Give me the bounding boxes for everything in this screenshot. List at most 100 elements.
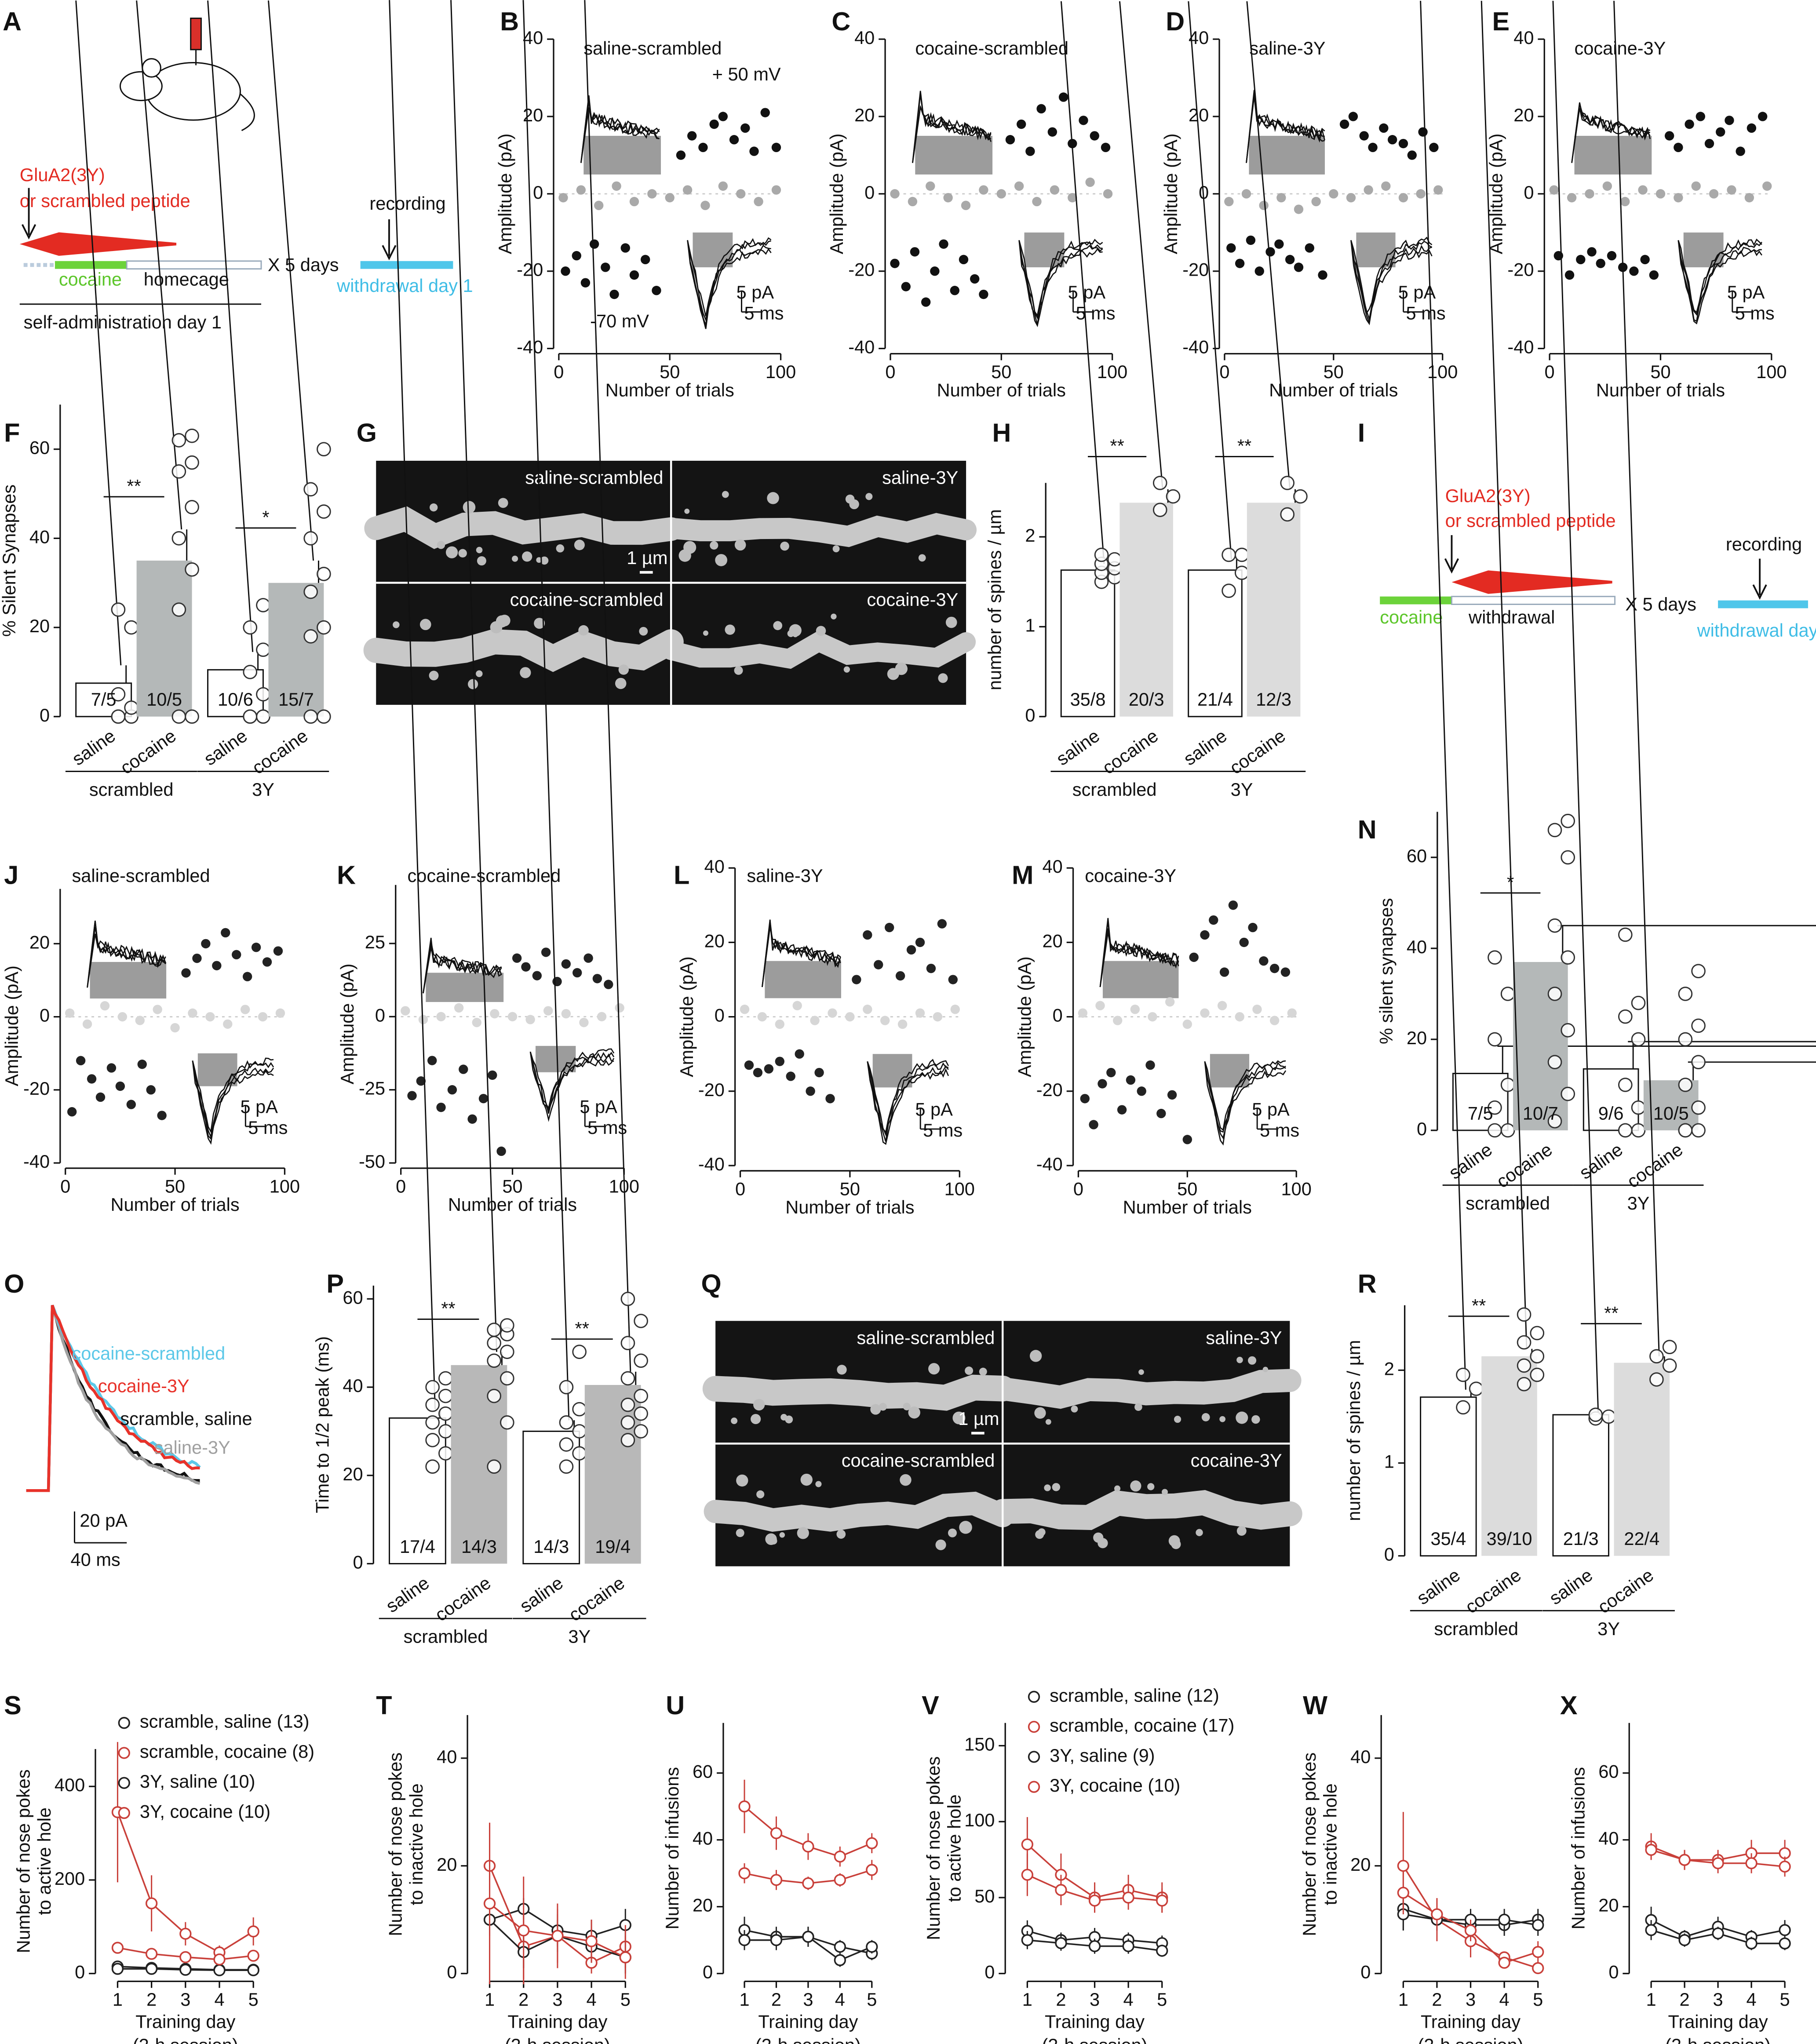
dendrite bbox=[364, 506, 683, 549]
annotation: + 50 mV bbox=[712, 64, 781, 84]
spine bbox=[710, 541, 718, 550]
y-tick-label: 40 bbox=[1043, 856, 1063, 877]
point bbox=[583, 953, 593, 963]
point bbox=[1068, 193, 1077, 203]
dendrite bbox=[661, 630, 976, 669]
trace-black bbox=[529, 1051, 615, 1122]
x-tick-label: 0 bbox=[554, 361, 564, 382]
point bbox=[1106, 1068, 1116, 1078]
arrow bbox=[22, 188, 36, 240]
point bbox=[1228, 900, 1238, 910]
panel-letter: L bbox=[674, 860, 689, 890]
y-tick-label: -40 bbox=[1036, 1154, 1063, 1174]
point bbox=[1152, 503, 1167, 517]
point bbox=[427, 1056, 437, 1065]
trace-gray bbox=[1210, 1054, 1250, 1088]
point bbox=[1032, 197, 1042, 207]
spine bbox=[1236, 1526, 1247, 1536]
x-tick-label: 0 bbox=[60, 1176, 70, 1197]
y-tick-label: 20 bbox=[854, 105, 875, 125]
error-bar bbox=[75, 0, 127, 683]
spine bbox=[1052, 1483, 1061, 1491]
bar bbox=[522, 1430, 580, 1564]
y-tick-label: 0 bbox=[703, 1962, 713, 1982]
spine bbox=[1038, 1528, 1046, 1536]
point bbox=[1005, 135, 1015, 145]
y-tick-label: 400 bbox=[55, 1774, 85, 1795]
traces: cocaine-scrambled cocaine-3Y scramble, sal… bbox=[26, 1304, 252, 1570]
peptide: or scrambled peptide bbox=[1445, 510, 1616, 531]
point bbox=[275, 1008, 285, 1018]
point bbox=[1293, 489, 1308, 504]
spine bbox=[1219, 1416, 1226, 1422]
point bbox=[243, 709, 258, 724]
point bbox=[814, 1068, 824, 1078]
y-tick-label: 40 bbox=[693, 1828, 713, 1849]
point bbox=[1618, 1123, 1633, 1138]
point bbox=[436, 1102, 446, 1112]
marker bbox=[619, 1951, 631, 1964]
point bbox=[1678, 1123, 1693, 1138]
y-tick-label: 40 bbox=[854, 27, 875, 48]
chart: -40 -20 0 20 40 0 50 100 Amplitude (pA) Number of… bbox=[1485, 27, 1787, 401]
spine bbox=[615, 678, 627, 689]
point bbox=[1182, 1019, 1192, 1029]
spine bbox=[1034, 1407, 1046, 1419]
point bbox=[915, 937, 925, 947]
spine bbox=[703, 630, 708, 636]
y-axis-label: Amplitude (pA) bbox=[676, 956, 697, 1077]
point bbox=[487, 1353, 501, 1368]
marker bbox=[1678, 1934, 1691, 1946]
point bbox=[597, 1012, 607, 1021]
x-tick-label: 3 bbox=[1090, 1989, 1100, 2010]
marker bbox=[1532, 1919, 1544, 1931]
marker bbox=[551, 1930, 564, 1942]
trace-black bbox=[762, 925, 841, 987]
scale-label: 5 pA bbox=[580, 1096, 617, 1117]
point bbox=[1265, 247, 1275, 257]
x-tick-label: 1 bbox=[113, 1989, 123, 2010]
x-axis-label: Training day bbox=[507, 2011, 607, 2032]
chart: 0 200 400 1 2 3 4 5 Number of nose pokes to activ… bbox=[13, 1711, 314, 2044]
significance: ** bbox=[1604, 1303, 1618, 1323]
y-tick-label: 0 bbox=[1199, 182, 1209, 203]
spine bbox=[959, 1521, 972, 1534]
point bbox=[1103, 189, 1113, 199]
chart: 0 20 40 60 1 2 3 4 5 Number of infusions Training … bbox=[662, 1723, 878, 2044]
y-axis-label: Amplitude (pA) bbox=[337, 964, 357, 1085]
x-tick-label: 50 bbox=[840, 1178, 860, 1199]
point bbox=[572, 251, 581, 261]
point bbox=[242, 972, 252, 981]
point bbox=[572, 1424, 587, 1439]
point bbox=[1500, 987, 1515, 1001]
y-tick-label: 40 bbox=[1407, 936, 1427, 957]
point bbox=[1094, 547, 1109, 562]
point bbox=[1691, 1018, 1706, 1033]
spine bbox=[780, 541, 789, 551]
marker bbox=[247, 1949, 259, 1962]
scale-label: 20 pA bbox=[80, 1510, 128, 1531]
error-bar bbox=[1497, 1045, 1816, 1074]
phase: homecage bbox=[144, 269, 229, 289]
spine bbox=[938, 673, 948, 683]
y-tick-label: -20 bbox=[23, 1078, 50, 1099]
point bbox=[1234, 547, 1249, 562]
point bbox=[1407, 150, 1417, 160]
point bbox=[1269, 1016, 1280, 1025]
point bbox=[1241, 189, 1251, 199]
marker bbox=[1021, 1869, 1033, 1881]
point bbox=[185, 500, 199, 514]
point bbox=[1685, 119, 1694, 129]
micrograph: saline-scrambled saline-3Y cocaine-scrambl… bbox=[702, 1321, 1302, 1567]
point bbox=[256, 598, 270, 612]
point bbox=[609, 289, 619, 299]
y-axis-label: % silent synapses bbox=[1376, 898, 1397, 1044]
chart-title: cocaine-3Y bbox=[1085, 865, 1176, 886]
y-tick-label: 50 bbox=[974, 1886, 995, 1906]
point bbox=[718, 181, 728, 191]
point bbox=[232, 950, 241, 960]
trace-gray bbox=[693, 232, 733, 267]
spine bbox=[1045, 1419, 1051, 1425]
y-tick-label: 40 bbox=[704, 856, 725, 877]
